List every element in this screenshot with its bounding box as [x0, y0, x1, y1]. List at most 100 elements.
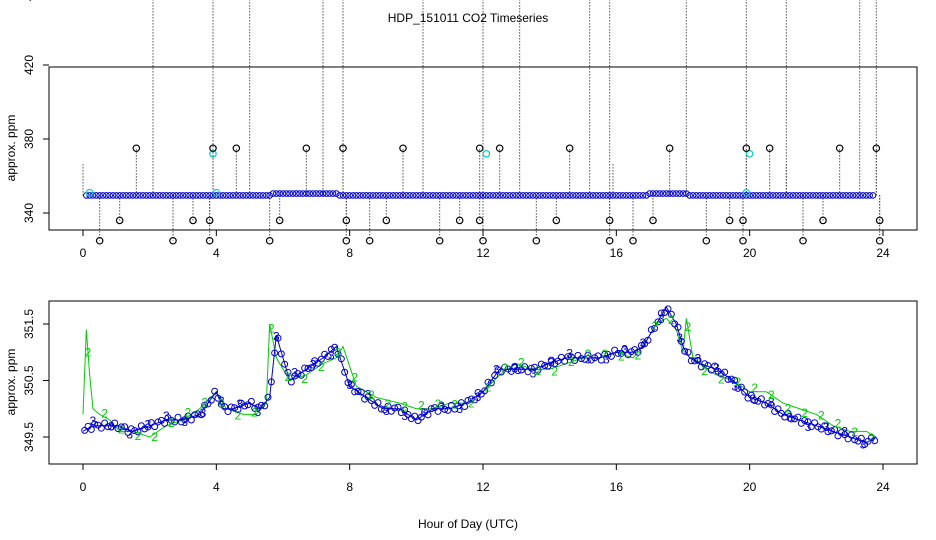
- data-point: [456, 192, 463, 199]
- outlier-point: [265, 236, 274, 245]
- series-2-marker: 2: [101, 406, 108, 420]
- data-point: [556, 192, 563, 199]
- data-point: [356, 192, 363, 199]
- flagged-point: [742, 188, 751, 197]
- data-point: [629, 192, 637, 199]
- outlier-point: [875, 216, 884, 225]
- series-3-point: [91, 420, 99, 428]
- series-3-marker: 3: [731, 380, 738, 394]
- data-point: [246, 192, 253, 199]
- panel-bottom-y-tick-label: 349.5: [22, 422, 36, 452]
- data-point: [459, 192, 467, 199]
- series-3-point: [154, 418, 162, 426]
- series-3-point: [201, 401, 209, 409]
- data-point: [796, 192, 803, 199]
- data-point: [549, 192, 557, 199]
- outlier-point: [205, 216, 214, 225]
- series-3-point: [581, 355, 589, 363]
- series-3-point: [571, 357, 579, 365]
- data-point: [206, 192, 213, 199]
- series-3-marker: 3: [401, 409, 408, 423]
- data-point: [126, 192, 133, 199]
- data-point: [743, 192, 750, 199]
- series-3-marker: 3: [420, 405, 427, 419]
- series-3-point: [767, 401, 775, 409]
- series-3-point: [481, 387, 489, 395]
- series-3-marker: 3: [640, 336, 647, 350]
- data-point: [613, 192, 620, 199]
- series-3-point: [704, 362, 712, 370]
- series-3-marker: 3: [695, 352, 702, 366]
- data-point: [263, 192, 270, 199]
- outlier-point: [475, 144, 484, 153]
- data-point: [689, 192, 697, 199]
- series-2-marker: 2: [468, 397, 475, 411]
- series-3-point: [561, 357, 569, 365]
- data-point: [536, 192, 543, 199]
- series-2-marker: 2: [268, 322, 275, 336]
- series-3-point: [121, 423, 129, 431]
- series-3-point: [527, 364, 535, 372]
- series-3-point: [404, 411, 412, 419]
- data-point: [249, 192, 257, 199]
- series-3-point: [467, 395, 475, 403]
- series-3-point: [731, 376, 739, 384]
- series-3-point: [464, 396, 472, 404]
- series-3-marker: 3: [658, 312, 665, 326]
- data-point: [563, 192, 570, 199]
- data-point: [326, 190, 333, 197]
- outlier-point: [819, 216, 827, 225]
- series-3-point: [374, 399, 382, 407]
- series-2-marker: 2: [585, 347, 592, 361]
- series-3-marker: 3: [218, 394, 225, 408]
- series-3-point: [607, 352, 615, 360]
- data-point: [369, 192, 377, 199]
- data-point: [159, 192, 167, 199]
- series-3-point: [534, 366, 542, 374]
- outlier-point: [475, 216, 484, 225]
- data-point: [823, 192, 830, 199]
- panel-bottom-x-tick-label: 0: [80, 480, 87, 494]
- data-point: [173, 192, 180, 199]
- data-point: [519, 192, 527, 199]
- data-point: [109, 192, 117, 199]
- outlier-point: [799, 236, 807, 245]
- series-3-marker: 3: [548, 356, 555, 370]
- series-2-marker: 2: [201, 395, 208, 409]
- series-3-point: [737, 383, 745, 391]
- panel-bottom-x-tick-label: 24: [876, 480, 890, 494]
- series-3-point: [501, 363, 509, 371]
- series-3-point: [611, 346, 619, 354]
- series-3-point: [597, 356, 605, 364]
- data-point: [589, 192, 597, 199]
- data-point: [503, 192, 510, 199]
- outlier-point: [605, 216, 614, 225]
- series-3-point: [821, 422, 829, 430]
- data-point: [686, 192, 693, 199]
- data-point: [243, 192, 250, 199]
- outlier-point: [605, 236, 614, 245]
- data-point: [99, 192, 107, 199]
- data-point: [726, 192, 733, 199]
- series-3-point: [391, 404, 399, 412]
- outlier-point: [342, 236, 351, 245]
- data-point: [656, 190, 663, 197]
- data-point: [323, 190, 330, 197]
- series-2-marker: 2: [435, 397, 442, 411]
- series-3-point: [507, 367, 515, 375]
- data-point: [793, 192, 800, 199]
- series-3-point: [811, 419, 819, 427]
- panel-top-y-label: approx. ppm: [4, 115, 18, 182]
- series-3-marker: 3: [805, 420, 812, 434]
- data-point: [663, 190, 670, 197]
- panel-bottom-x-tick-label: 20: [743, 480, 757, 494]
- data-point: [816, 192, 823, 199]
- data-point: [633, 192, 640, 199]
- data-point: [673, 190, 680, 197]
- outlier-point: [342, 216, 351, 225]
- data-point: [599, 192, 607, 199]
- outlier-point: [765, 144, 774, 153]
- data-point: [419, 192, 427, 199]
- series-3-point: [857, 434, 865, 442]
- data-point: [359, 192, 367, 199]
